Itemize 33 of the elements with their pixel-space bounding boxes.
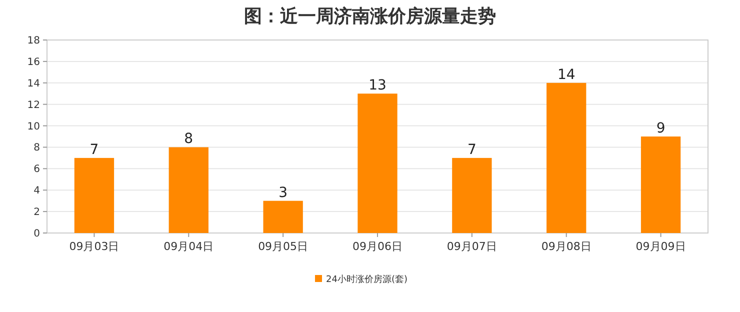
- x-tick-label: 09月09日: [636, 240, 686, 253]
- bar: [546, 82, 586, 233]
- data-label: 3: [278, 184, 288, 201]
- bar: [358, 94, 398, 233]
- bar: [452, 158, 492, 233]
- data-label: 9: [656, 120, 666, 136]
- data-label: 8: [184, 131, 194, 148]
- y-tick-label: 18: [27, 36, 40, 46]
- y-tick-label: 0: [34, 228, 40, 240]
- x-tick-label: 09月05日: [258, 240, 308, 253]
- data-label: 7: [467, 142, 476, 158]
- data-label: 7: [90, 142, 99, 158]
- bar: [74, 158, 114, 233]
- chart-title: 图：近一周济南涨价房源量走势: [244, 6, 496, 27]
- legend-label: 24小时涨价房源(套): [326, 274, 408, 285]
- y-tick-label: 8: [34, 142, 40, 154]
- bar: [263, 200, 303, 233]
- x-tick-label: 09月04日: [164, 240, 214, 253]
- y-tick-label: 12: [27, 100, 40, 111]
- y-tick-label: 4: [34, 186, 40, 197]
- data-label: 13: [368, 78, 386, 94]
- bar: [640, 136, 681, 233]
- bar: [168, 147, 208, 233]
- y-tick-label: 16: [27, 56, 40, 68]
- x-tick-label: 09月07日: [446, 240, 497, 253]
- y-tick-label: 10: [27, 121, 40, 132]
- y-tick-label: 6: [34, 164, 40, 176]
- x-tick-label: 09月06日: [352, 240, 402, 253]
- x-tick-label: 09月03日: [69, 240, 120, 253]
- y-tick-label: 2: [34, 207, 40, 218]
- x-tick-label: 09月08日: [541, 240, 592, 253]
- data-label: 14: [557, 66, 576, 83]
- y-tick-label: 14: [27, 78, 40, 90]
